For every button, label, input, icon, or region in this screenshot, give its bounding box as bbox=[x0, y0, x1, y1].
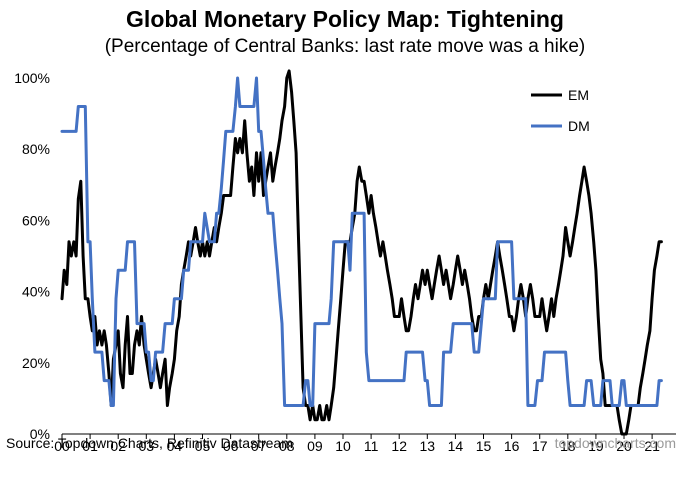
x-tick-label: 04 bbox=[167, 438, 183, 454]
x-tick-label: 17 bbox=[532, 438, 548, 454]
x-tick-label: 16 bbox=[504, 438, 520, 454]
y-tick-label: 0% bbox=[30, 426, 50, 442]
chart-subtitle: (Percentage of Central Banks: last rate … bbox=[104, 36, 586, 57]
y-tick-label: 40% bbox=[22, 284, 50, 300]
series-line-dm bbox=[60, 76, 663, 407]
x-tick-label: 07 bbox=[251, 438, 267, 454]
legend-label-em: EM bbox=[568, 87, 589, 103]
chart-axes: 0% 20% 40% 60% 80% 100% 00 01 02 03 04 05 06 07 08 09 10… bbox=[14, 70, 676, 454]
series-line-em bbox=[60, 69, 663, 436]
x-tick-label: 00 bbox=[54, 438, 70, 454]
y-tick-label: 80% bbox=[22, 141, 50, 157]
x-tick-label: 10 bbox=[335, 438, 351, 454]
chart-series bbox=[60, 69, 663, 436]
x-tick-label: 21 bbox=[644, 438, 660, 454]
x-tick-label: 15 bbox=[476, 438, 492, 454]
chart-legend: EM DM bbox=[531, 87, 590, 134]
x-tick-label: 19 bbox=[588, 438, 604, 454]
legend-label-dm: DM bbox=[568, 118, 590, 134]
x-tick-label: 11 bbox=[364, 438, 379, 454]
x-tick-label: 09 bbox=[307, 438, 323, 454]
chart-title: Global Monetary Policy Map: Tightening bbox=[126, 6, 564, 32]
x-tick-label: 13 bbox=[420, 438, 436, 454]
y-tick-label: 100% bbox=[14, 70, 50, 86]
x-tick-label: 06 bbox=[223, 438, 239, 454]
x-tick-label: 01 bbox=[82, 438, 98, 454]
x-tick-label: 14 bbox=[448, 438, 464, 454]
y-tick-label: 60% bbox=[22, 212, 50, 228]
x-tick-label: 18 bbox=[560, 438, 576, 454]
x-tick-label: 20 bbox=[616, 438, 632, 454]
x-tick-label: 08 bbox=[279, 438, 295, 454]
y-tick-label: 20% bbox=[22, 355, 50, 371]
x-tick-label: 03 bbox=[139, 438, 155, 454]
brand-text: topdowncharts.com bbox=[554, 435, 676, 451]
x-tick-label: 02 bbox=[110, 438, 126, 454]
x-tick-label: 05 bbox=[195, 438, 211, 454]
source-note: Source: Topdown Charts, Refinitiv Datast… bbox=[6, 435, 293, 451]
x-tick-label: 12 bbox=[391, 438, 407, 454]
